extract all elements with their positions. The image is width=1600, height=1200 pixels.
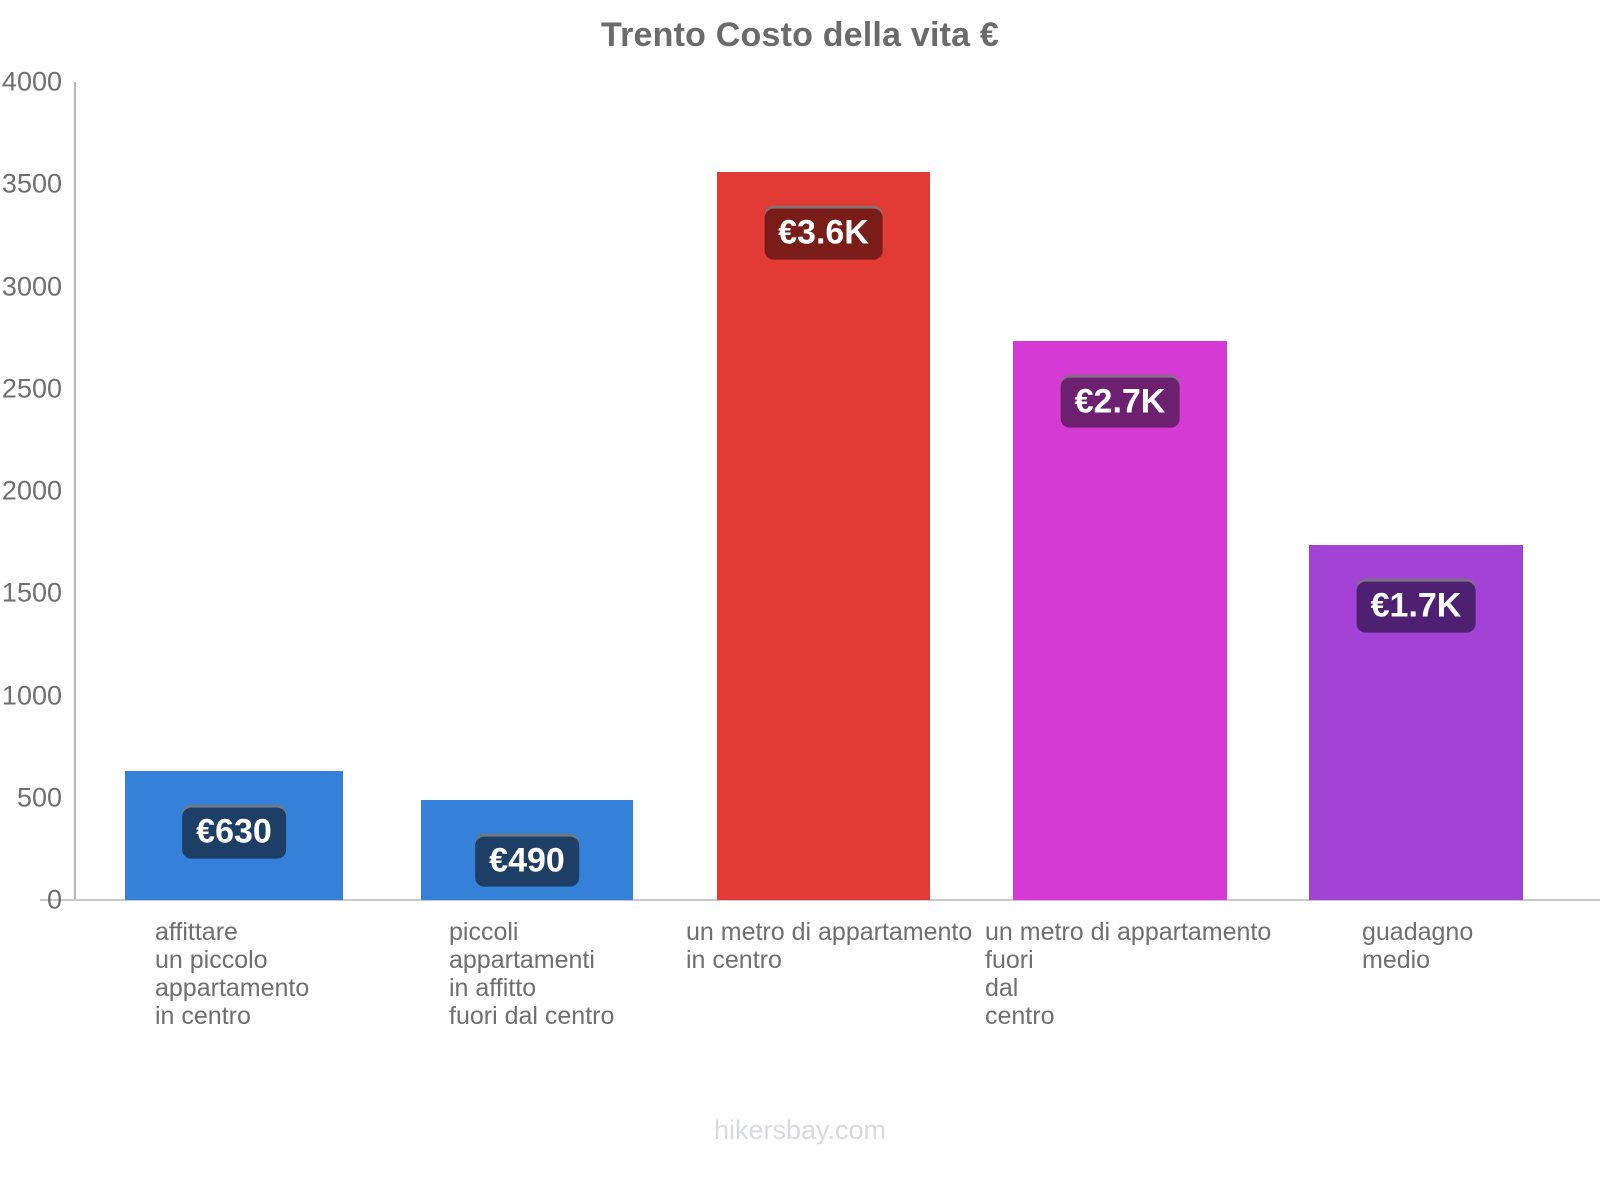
x-axis-category-label: un metro di appartamento fuori dal centr…	[985, 918, 1272, 1030]
bar[interactable]	[1013, 340, 1227, 900]
bar-value-badge: €490	[475, 836, 579, 888]
y-axis-tick-label: 2500	[1, 373, 62, 404]
y-axis-tick-label: 1500	[1, 577, 62, 608]
chart-title: Trento Costo della vita €	[601, 16, 999, 54]
y-axis-line	[74, 82, 76, 900]
bar-rect	[717, 171, 930, 900]
y-axis-tick-label: 1000	[1, 680, 62, 710]
y-axis-tick-label: 500	[16, 782, 62, 813]
watermark: hikersbay.com	[713, 1115, 887, 1145]
y-axis-tick-label: 4000	[1, 66, 62, 97]
bar-value-badge: €630	[182, 807, 286, 859]
x-axis-category-label: affittare un piccolo appartamento in cen…	[155, 918, 310, 1030]
y-axis-tick-label: 0	[46, 884, 62, 915]
y-axis-tick-label: 3000	[1, 271, 62, 301]
x-axis-category-label: guadagno medio	[1362, 918, 1474, 974]
y-axis-tick-label: 3500	[1, 168, 62, 199]
bar-value-badge: €3.6K	[764, 208, 883, 260]
y-axis-tick-label: 2000	[1, 475, 62, 506]
bar-value-badge: €1.7K	[1356, 581, 1476, 633]
bar-value-badge: €2.7K	[1060, 377, 1180, 429]
bar[interactable]	[717, 171, 930, 900]
x-axis-category-label: un metro di appartamento in centro	[686, 918, 973, 974]
x-axis-category-label: piccoli appartamenti in affitto fuori da…	[449, 918, 615, 1030]
x-axis-line	[40, 899, 1600, 901]
bar-rect	[1013, 340, 1227, 900]
